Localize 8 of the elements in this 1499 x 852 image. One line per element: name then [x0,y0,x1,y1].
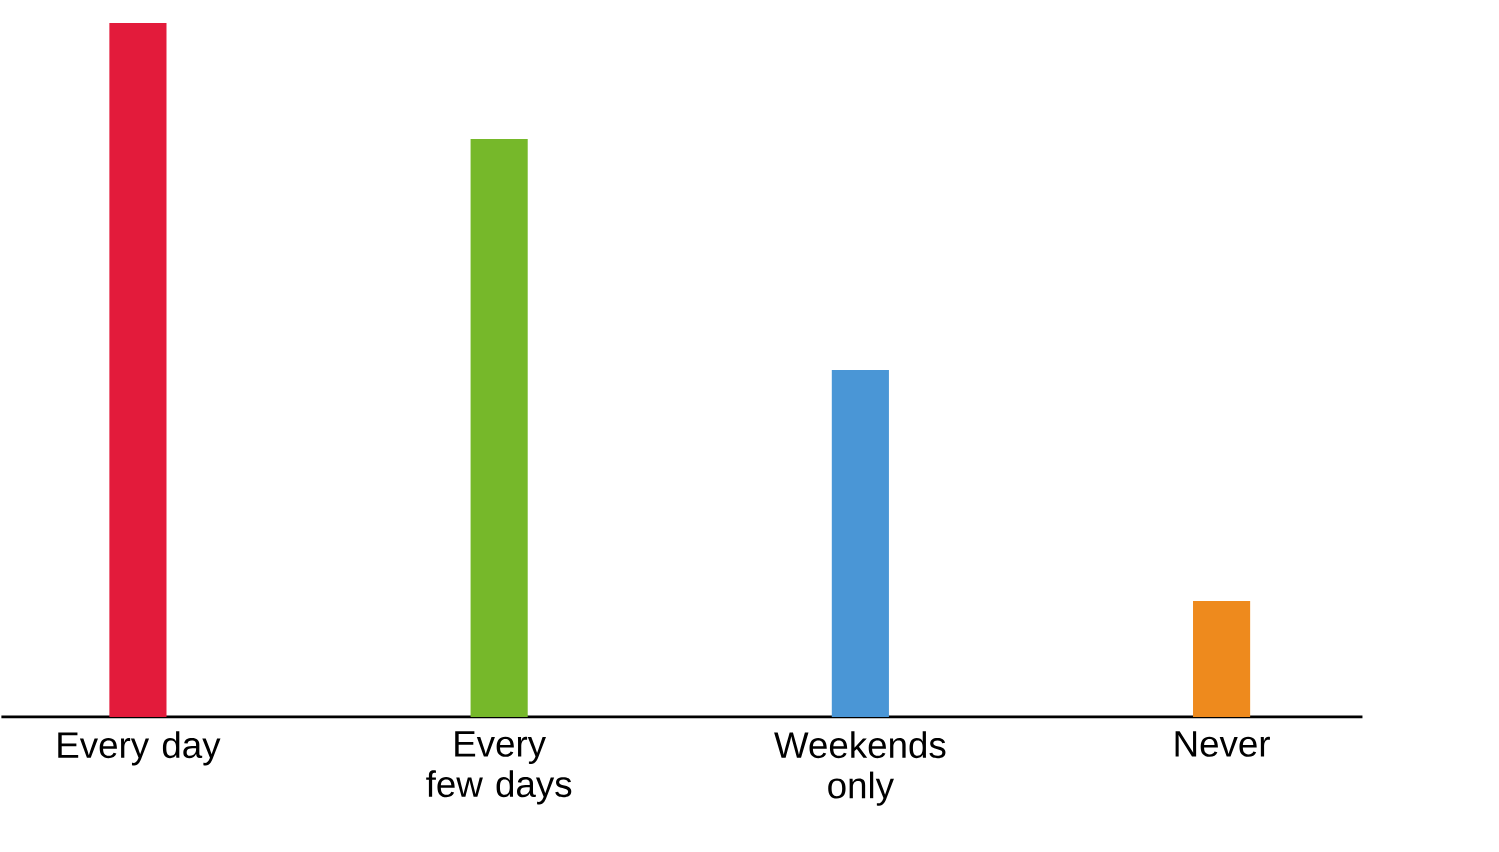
bar [470,138,528,717]
bar [1193,600,1251,717]
x-tick-label: Every day [58,731,221,766]
x-tick-label: Weekends only [774,731,946,806]
bar [109,22,167,717]
x-tick-label: Every few days [426,731,572,805]
bar [831,369,889,717]
x-tick-label: Never [1175,731,1270,757]
